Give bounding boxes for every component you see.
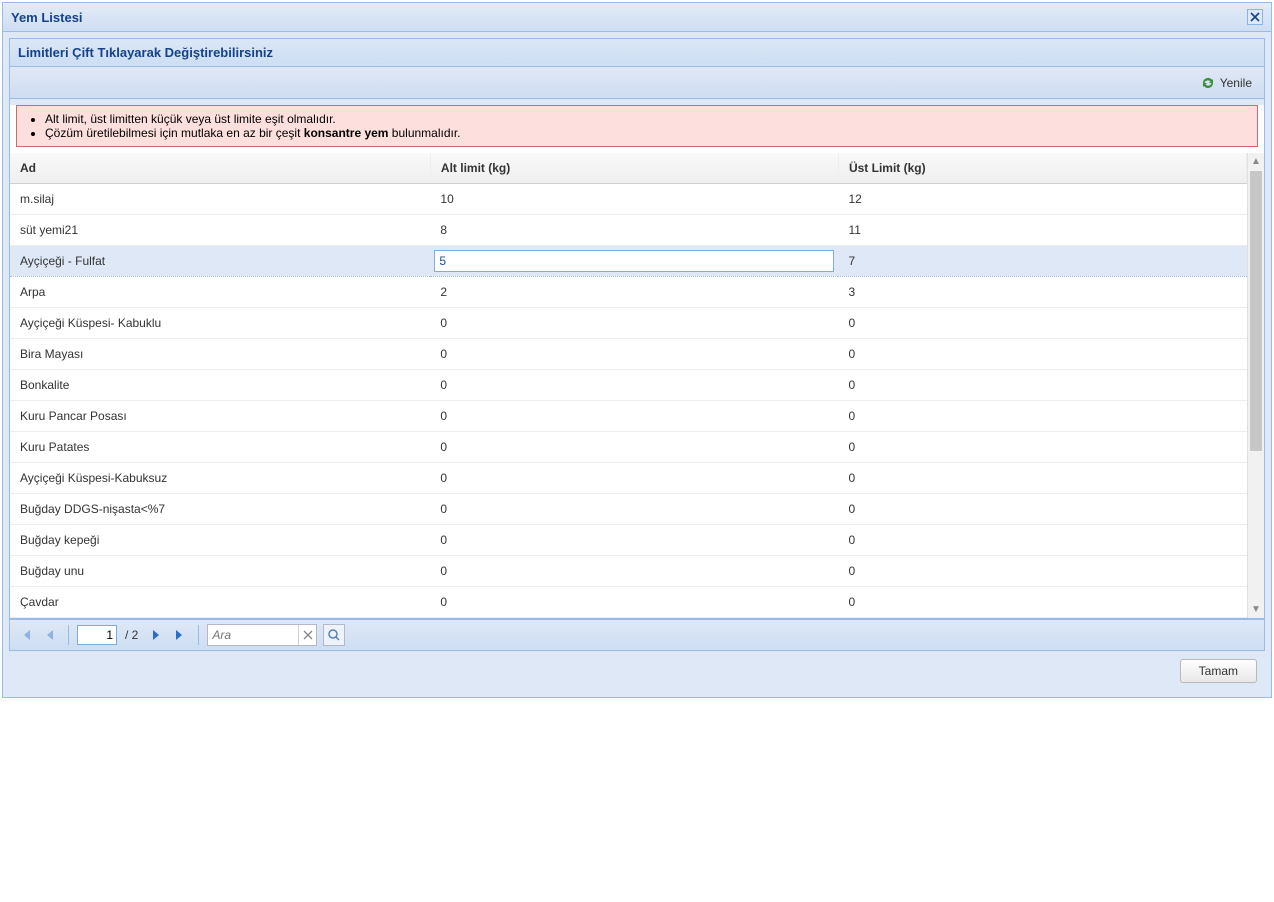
window-title: Yem Listesi — [11, 10, 83, 25]
cell-upper-limit[interactable]: 0 — [838, 432, 1246, 463]
footer-bar: Tamam — [9, 651, 1265, 691]
refresh-icon — [1200, 75, 1216, 91]
scroll-down-icon[interactable]: ▼ — [1248, 601, 1264, 618]
table-row[interactable]: Arpa23 — [10, 277, 1247, 308]
table-row[interactable]: Ayçiçeği Küspesi- Kabuklu00 — [10, 308, 1247, 339]
table-row[interactable]: Bira Mayası00 — [10, 339, 1247, 370]
table-row[interactable]: Çavdar00 — [10, 587, 1247, 618]
cell-name[interactable]: Buğday DDGS-nişasta<%7 — [10, 494, 430, 525]
table-row[interactable]: Buğday DDGS-nişasta<%700 — [10, 494, 1247, 525]
page-first-icon[interactable] — [16, 624, 36, 646]
cell-upper-limit[interactable]: 0 — [838, 494, 1246, 525]
table-row[interactable]: Kuru Pancar Posası00 — [10, 401, 1247, 432]
table-row[interactable]: Bonkalite00 — [10, 370, 1247, 401]
window-body: Limitleri Çift Tıklayarak Değiştirebilir… — [3, 32, 1271, 697]
table-row[interactable]: Ayçiçeği Küspesi-Kabuksuz00 — [10, 463, 1247, 494]
cell-upper-limit[interactable]: 11 — [838, 215, 1246, 246]
table-row[interactable]: Buğday kepeği00 — [10, 525, 1247, 556]
page-last-icon[interactable] — [170, 624, 190, 646]
col-header-lower[interactable]: Alt limit (kg) — [430, 153, 838, 184]
table-row[interactable]: süt yemi21811 — [10, 215, 1247, 246]
cell-upper-limit[interactable]: 0 — [838, 370, 1246, 401]
page-next-icon[interactable] — [146, 624, 166, 646]
panel-title: Limitleri Çift Tıklayarak Değiştirebilir… — [10, 39, 1264, 67]
toolbar-top: Yenile — [10, 67, 1264, 99]
cell-lower-limit[interactable]: 2 — [430, 277, 838, 308]
search-input[interactable] — [208, 625, 298, 645]
cell-lower-limit[interactable]: 0 — [430, 525, 838, 556]
cell-upper-limit[interactable]: 0 — [838, 556, 1246, 587]
table-row[interactable]: Buğday unu00 — [10, 556, 1247, 587]
search-clear-icon[interactable] — [298, 625, 316, 645]
cell-upper-limit[interactable]: 0 — [838, 463, 1246, 494]
table-row[interactable]: Kuru Patates00 — [10, 432, 1247, 463]
grid-body: Alt limit, üst limitten küçük veya üst l… — [10, 105, 1264, 619]
cell-upper-limit[interactable]: 0 — [838, 401, 1246, 432]
cell-name[interactable]: Ayçiçeği Küspesi- Kabuklu — [10, 308, 430, 339]
refresh-button[interactable]: Yenile — [1196, 73, 1256, 93]
lower-limit-editor[interactable] — [434, 250, 834, 272]
col-header-upper[interactable]: Üst Limit (kg) — [838, 153, 1246, 184]
cell-lower-limit[interactable]: 0 — [430, 432, 838, 463]
cell-name[interactable]: m.silaj — [10, 184, 430, 215]
scroll-up-icon[interactable]: ▲ — [1248, 153, 1264, 170]
cell-name[interactable]: Kuru Patates — [10, 432, 430, 463]
table-row[interactable]: m.silaj1012 — [10, 184, 1247, 215]
vertical-scrollbar[interactable]: ▲ ▼ — [1247, 153, 1264, 618]
cell-upper-limit[interactable]: 0 — [838, 339, 1246, 370]
paging-toolbar: / 2 — [10, 619, 1264, 650]
cell-name[interactable]: Ayçiçeği Küspesi-Kabuksuz — [10, 463, 430, 494]
ok-button[interactable]: Tamam — [1180, 659, 1257, 683]
page-number-input[interactable] — [77, 625, 117, 645]
cell-name[interactable]: Kuru Pancar Posası — [10, 401, 430, 432]
refresh-label: Yenile — [1220, 76, 1252, 90]
cell-name[interactable]: Bonkalite — [10, 370, 430, 401]
cell-lower-limit[interactable]: 10 — [430, 184, 838, 215]
cell-name[interactable]: Buğday unu — [10, 556, 430, 587]
cell-upper-limit[interactable]: 0 — [838, 587, 1246, 618]
validation-warning: Alt limit, üst limitten küçük veya üst l… — [16, 105, 1258, 147]
warning-line-2: Çözüm üretilebilmesi için mutlaka en az … — [45, 126, 1247, 140]
cell-lower-limit[interactable]: 0 — [430, 587, 838, 618]
search-field-wrap — [207, 624, 317, 646]
cell-name[interactable]: Çavdar — [10, 587, 430, 618]
cell-name[interactable]: Ayçiçeği - Fulfat — [10, 246, 430, 277]
cell-name[interactable]: Buğday kepeği — [10, 525, 430, 556]
cell-lower-limit[interactable]: 0 — [430, 308, 838, 339]
col-header-name[interactable]: Ad — [10, 153, 430, 184]
cell-name[interactable]: süt yemi21 — [10, 215, 430, 246]
cell-lower-limit[interactable] — [430, 246, 838, 277]
feed-list-window: Yem Listesi Limitleri Çift Tıklayarak De… — [2, 2, 1272, 698]
cell-upper-limit[interactable]: 3 — [838, 277, 1246, 308]
scroll-thumb[interactable] — [1250, 171, 1262, 451]
table-row[interactable]: Ayçiçeği - Fulfat 7 — [10, 246, 1247, 277]
cell-upper-limit[interactable]: 0 — [838, 525, 1246, 556]
cell-lower-limit[interactable]: 0 — [430, 494, 838, 525]
warning-line-1: Alt limit, üst limitten küçük veya üst l… — [45, 112, 1247, 126]
feed-grid: Ad Alt limit (kg) Üst Limit (kg) m.silaj… — [10, 153, 1247, 618]
cell-lower-limit[interactable]: 0 — [430, 463, 838, 494]
cell-lower-limit[interactable]: 0 — [430, 401, 838, 432]
page-prev-icon[interactable] — [40, 624, 60, 646]
cell-name[interactable]: Bira Mayası — [10, 339, 430, 370]
search-icon[interactable] — [323, 624, 345, 646]
cell-lower-limit[interactable]: 8 — [430, 215, 838, 246]
cell-lower-limit[interactable]: 0 — [430, 556, 838, 587]
cell-lower-limit[interactable]: 0 — [430, 370, 838, 401]
cell-name[interactable]: Arpa — [10, 277, 430, 308]
cell-lower-limit[interactable]: 0 — [430, 339, 838, 370]
grid-panel: Limitleri Çift Tıklayarak Değiştirebilir… — [9, 38, 1265, 651]
close-icon[interactable] — [1247, 9, 1263, 25]
cell-upper-limit[interactable]: 12 — [838, 184, 1246, 215]
cell-upper-limit[interactable]: 0 — [838, 308, 1246, 339]
window-header: Yem Listesi — [3, 3, 1271, 32]
cell-upper-limit[interactable]: 7 — [838, 246, 1246, 277]
page-total-label: / 2 — [121, 628, 142, 642]
